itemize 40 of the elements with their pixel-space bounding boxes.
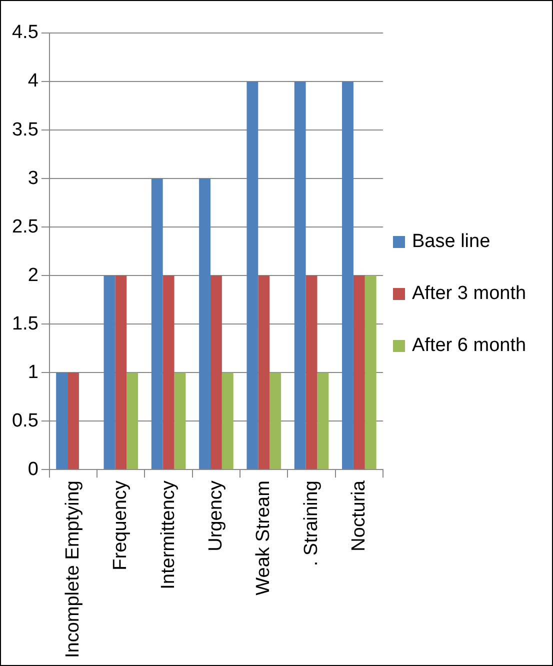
bar (210, 276, 222, 470)
y-tick-label: 2.5 (12, 216, 38, 238)
x-tick-label: . Straining (300, 480, 322, 566)
y-tick-label: 4.5 (12, 22, 38, 44)
x-tick-label: Urgency (205, 480, 226, 552)
bar (306, 276, 318, 470)
y-tick-label: 1 (28, 362, 38, 383)
bar (56, 372, 68, 470)
y-tick-label: 3 (28, 168, 38, 189)
x-tick-label: Weak Stream (253, 480, 274, 596)
bar (104, 276, 116, 470)
bar (246, 82, 258, 470)
bar (115, 276, 127, 470)
bar (364, 276, 376, 470)
bar (151, 178, 163, 470)
y-tick-label: 3.5 (12, 119, 38, 140)
bar (258, 276, 270, 470)
bar (294, 82, 306, 470)
legend-label: After 6 month (412, 334, 526, 358)
y-tick-label: 0.5 (12, 410, 38, 432)
bar (126, 372, 138, 470)
bar (222, 372, 234, 470)
bar (68, 372, 79, 470)
bar (342, 82, 354, 470)
bar (199, 178, 210, 470)
x-tick-label: Frequency (110, 480, 132, 570)
legend-label: Base line (412, 230, 490, 254)
bar (317, 372, 329, 470)
bar (174, 372, 186, 470)
bar (270, 372, 282, 470)
y-tick-label: 1.5 (12, 313, 38, 334)
x-tick-label: Nocturia (348, 480, 370, 552)
y-tick-label: 0 (28, 458, 38, 480)
bar (353, 276, 365, 470)
bar (162, 276, 174, 470)
legend-label: After 3 month (412, 282, 526, 306)
x-tick-label: Intermittency (158, 480, 179, 590)
y-tick-label: 4 (28, 70, 39, 92)
x-tick-label: Incomplete Emptying (62, 480, 84, 658)
y-tick-label: 2 (28, 264, 38, 286)
